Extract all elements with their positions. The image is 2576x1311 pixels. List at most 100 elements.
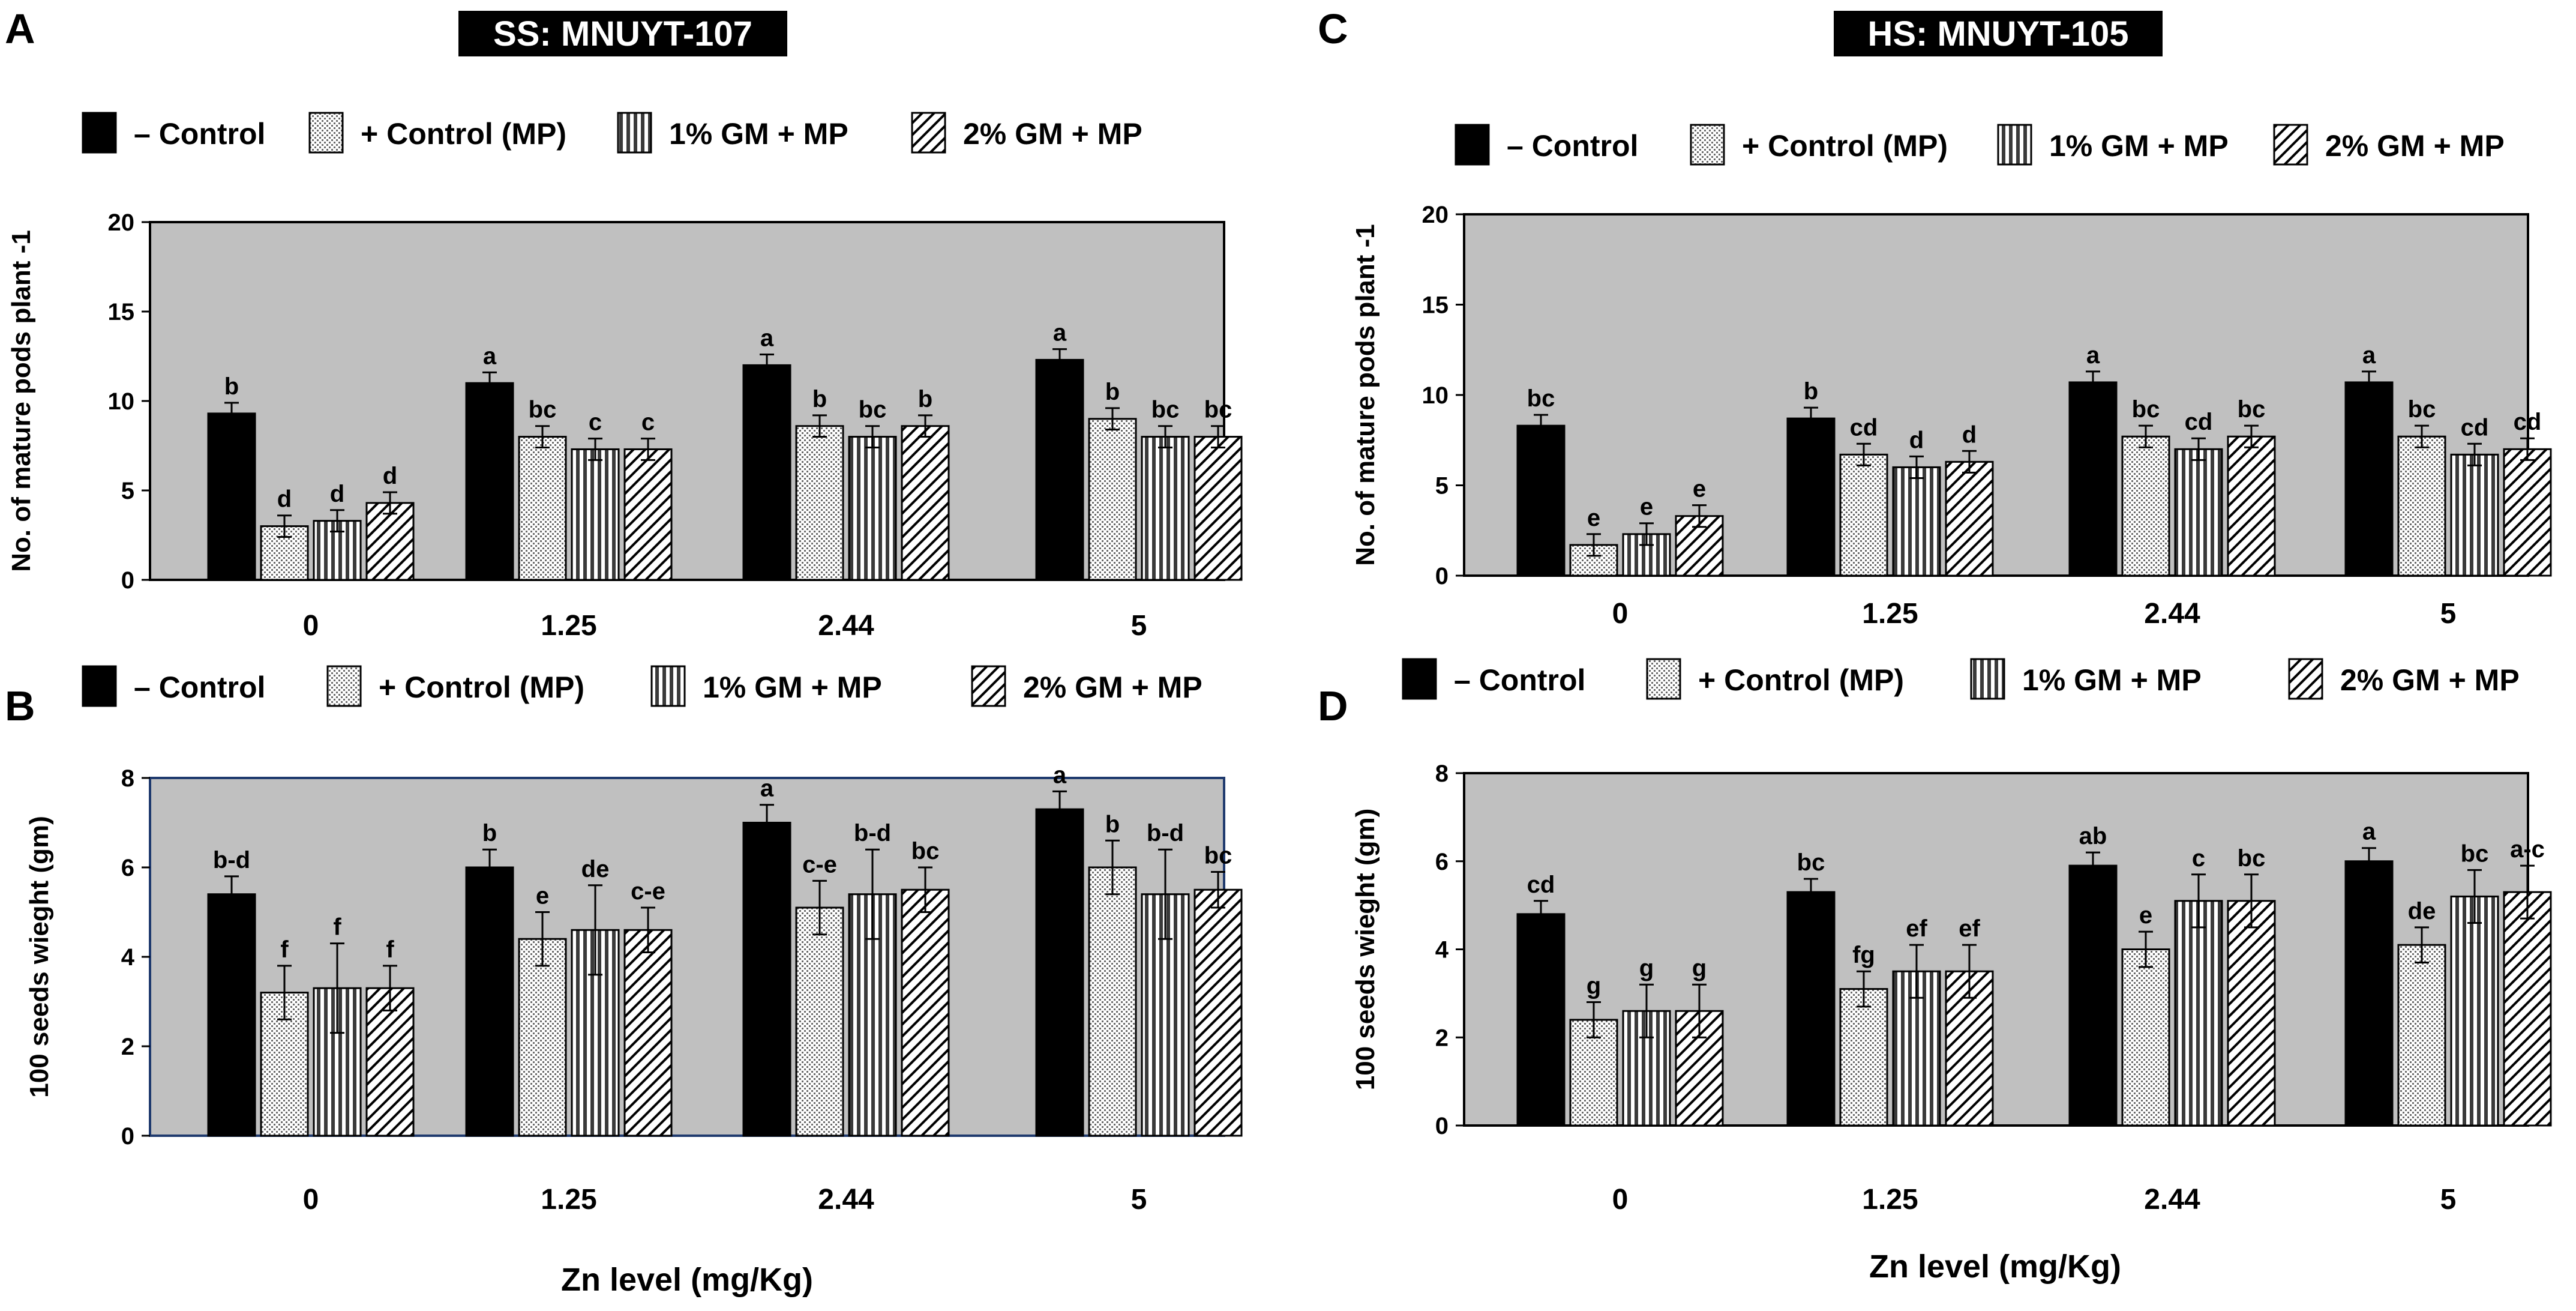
significance-letter: bc	[911, 838, 940, 864]
x-category-label: 5	[2440, 1184, 2457, 1216]
legend-label-2: + Control (MP)	[379, 671, 584, 704]
bar-c-s3-c2	[1892, 466, 1941, 577]
x-category-label: 2.44	[2144, 1184, 2200, 1216]
bar-b-s1-c3	[742, 822, 791, 1137]
y-tick-label: 10	[1422, 382, 1449, 409]
significance-letter: a	[1053, 320, 1067, 346]
x-category-label: 2.44	[2144, 598, 2200, 630]
significance-letter: g	[1587, 973, 1601, 999]
legend-label-1: – Control	[1507, 129, 1638, 163]
panel-a: A SS: MNUYT-107 – Control + Control (MP) 1% …	[5, 5, 1243, 642]
bar-b-s2-c4	[1088, 866, 1137, 1137]
significance-letter: bc	[2238, 396, 2266, 423]
significance-letter: g	[1639, 955, 1654, 981]
legend-label-1: – Control	[1454, 663, 1585, 697]
bar-a-s2-c2	[518, 436, 567, 581]
significance-letter: a	[760, 776, 774, 802]
y-tick-label: 20	[1422, 202, 1449, 228]
significance-letter: c-e	[631, 878, 665, 905]
bar-a-s1-c2	[465, 382, 514, 581]
significance-letter: cd	[2514, 409, 2542, 435]
bar-b-s2-c3	[795, 906, 844, 1137]
x-axis-title: Zn level (mg/Kg)	[561, 1262, 813, 1298]
bar-d-s1-c4	[2344, 860, 2394, 1127]
bar-a-s3-c4	[1141, 436, 1190, 581]
significance-letter: e	[1693, 476, 1706, 502]
legend-label-1: – Control	[134, 117, 265, 151]
x-category-label: 2.44	[818, 610, 874, 642]
x-category-label: 1.25	[1862, 1184, 1918, 1216]
significance-letter: f	[333, 914, 341, 941]
legend-swatch-1	[1402, 658, 1437, 700]
significance-letter: bc	[1151, 397, 1180, 423]
x-category-label: 5	[2440, 598, 2457, 630]
significance-letter: a	[2362, 819, 2376, 845]
x-category-label: 5	[1131, 1184, 1147, 1216]
legend-swatch-4	[2288, 658, 2323, 700]
significance-letter: d	[330, 481, 344, 507]
y-tick-label: 4	[121, 944, 135, 971]
legend-label-3: 1% GM + MP	[703, 671, 882, 704]
significance-letter: c	[589, 409, 602, 436]
significance-letter: b	[224, 373, 239, 400]
significance-letter: c	[2192, 845, 2205, 872]
significance-letter: b-d	[1147, 820, 1184, 846]
significance-letter: d	[1909, 427, 1924, 453]
y-tick-label: 10	[108, 388, 135, 415]
legend-label-4: 2% GM + MP	[2340, 663, 2520, 697]
bar-b-s1-c2	[465, 866, 514, 1137]
y-tick-label: 0	[121, 1123, 134, 1150]
bar-d-s3-c3	[2174, 900, 2223, 1127]
bar-a-s3-c2	[571, 448, 620, 581]
x-category-label: 0	[1612, 1184, 1629, 1216]
y-tick-label: 2	[121, 1034, 134, 1060]
cultivar-banner-bg	[458, 11, 787, 56]
bar-c-s3-c3	[2174, 448, 2223, 577]
significance-letter: de	[581, 856, 610, 882]
y-tick-label: 20	[108, 209, 135, 236]
significance-letter: bc	[859, 397, 887, 423]
significance-letter: c	[641, 409, 655, 436]
y-tick-label: 5	[121, 478, 134, 504]
y-tick-label: 0	[1435, 563, 1449, 589]
bar-a-s2-c3	[795, 425, 844, 581]
significance-letter: b-d	[213, 847, 250, 873]
y-tick-label: 8	[121, 765, 134, 792]
panel-letter: C	[1318, 5, 1348, 52]
bar-d-s3-c4	[2450, 895, 2499, 1127]
bar-a-s4-c3	[901, 425, 950, 581]
panel-letter: D	[1318, 683, 1348, 729]
significance-letter: cd	[1850, 414, 1878, 441]
significance-letter: bc	[2238, 845, 2266, 872]
significance-letter: fg	[1852, 942, 1875, 968]
significance-letter: a	[483, 343, 497, 369]
legend-swatch-3	[1997, 124, 2032, 166]
significance-letter: bc	[1204, 842, 1232, 869]
y-tick-label: 15	[1422, 292, 1449, 319]
bar-d-s1-c3	[2068, 864, 2118, 1127]
y-axis-label: 100 seeds wieght (gm)	[25, 816, 54, 1097]
y-axis-label: No. of mature pods plant -1	[7, 230, 36, 572]
significance-letter: a-c	[2510, 836, 2545, 863]
legend-swatch-2	[326, 665, 362, 707]
legend-label-2: + Control (MP)	[1698, 663, 1904, 697]
significance-letter: ef	[1906, 915, 1927, 942]
legend-label-2: + Control (MP)	[1742, 129, 1948, 163]
bar-a-s4-c2	[623, 448, 673, 581]
bar-a-s3-c1	[313, 520, 362, 581]
bar-c-s4-c4	[2503, 448, 2552, 577]
y-tick-label: 0	[121, 567, 134, 594]
significance-letter: b	[482, 820, 497, 846]
significance-letter: a	[760, 325, 774, 352]
legend-label-3: 1% GM + MP	[2022, 663, 2202, 697]
y-tick-label: 6	[121, 855, 134, 881]
bar-b-s3-c4	[1141, 893, 1190, 1137]
bar-d-s3-c2	[1892, 970, 1941, 1127]
significance-letter: ab	[2079, 823, 2107, 849]
significance-letter: de	[2408, 898, 2436, 924]
legend-label-1: – Control	[134, 671, 265, 704]
x-category-label: 0	[303, 1184, 319, 1216]
bar-c-s1-c1	[1516, 424, 1566, 577]
bar-d-s4-c3	[2227, 900, 2276, 1127]
bar-c-s1-c3	[2068, 381, 2118, 577]
